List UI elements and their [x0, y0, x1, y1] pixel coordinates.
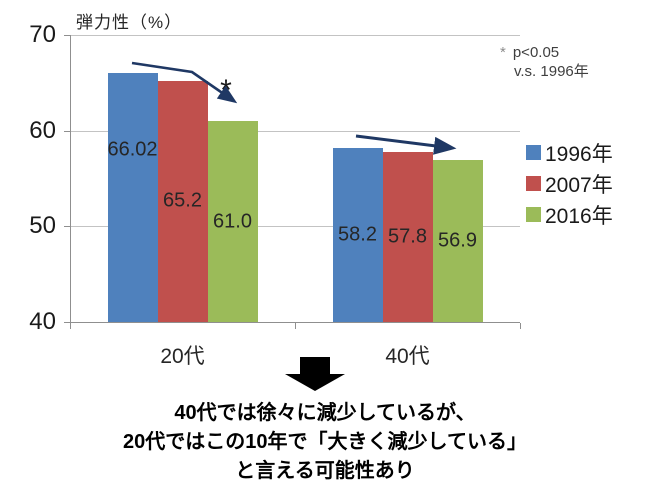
legend-label: 1996年	[545, 142, 613, 166]
caption-line-3: と言える可能性あり	[235, 460, 415, 482]
x-tick	[70, 323, 71, 329]
legend-item-2016: 2016年	[526, 199, 613, 230]
x-tick	[295, 323, 296, 329]
bar-2016-20s	[207, 121, 258, 322]
sig-vs-note: v.s. 1996年	[514, 63, 589, 80]
gridline-50	[70, 226, 520, 227]
sig-note: * p<0.05	[500, 44, 559, 61]
value-label: 66.02	[107, 138, 158, 161]
value-label: 56.9	[438, 229, 477, 252]
value-label: 58.2	[338, 223, 377, 246]
y-axis-line	[70, 35, 71, 328]
legend-label: 2007年	[545, 173, 613, 197]
legend-swatch-icon	[526, 176, 541, 191]
chart-title: 弾力性（%）	[76, 13, 183, 32]
caption-line-1: 40代では徐々に減少しているが、	[174, 402, 476, 424]
value-label: 61.0	[213, 210, 252, 233]
x-axis-label-40s: 40代	[385, 345, 430, 368]
legend-swatch-icon	[526, 145, 541, 160]
legend-label: 2016年	[545, 204, 613, 228]
legend-item-2007: 2007年	[526, 168, 613, 199]
gridline-60	[70, 131, 520, 132]
bar-2007-40s	[382, 151, 433, 322]
caption-line-2: 20代ではこの10年で「大きく減少している」	[123, 431, 527, 453]
x-axis-label-20s: 20代	[160, 345, 205, 368]
y-tick-label: 40	[29, 308, 56, 335]
gridline-70	[70, 35, 520, 36]
bar-2016-40s	[432, 160, 483, 322]
legend: 1996年 2007年 2016年	[526, 137, 613, 230]
legend-swatch-icon	[526, 207, 541, 222]
y-tick	[64, 131, 70, 132]
value-label: 57.8	[388, 225, 427, 248]
gridline-40	[70, 322, 520, 323]
value-label: 65.2	[163, 189, 202, 212]
legend-item-1996: 1996年	[526, 137, 613, 168]
bar-2007-20s	[157, 80, 208, 322]
x-tick	[520, 323, 521, 329]
y-tick-label: 70	[29, 21, 56, 48]
bar-1996-40s	[332, 147, 383, 322]
bar-1996-20s	[107, 73, 158, 322]
sig-text: p<0.05	[512, 44, 560, 61]
sig-asterisk: *	[500, 44, 506, 61]
y-tick	[64, 35, 70, 36]
caption: 40代では徐々に減少しているが、 20代ではこの10年で「大きく減少している」 …	[0, 399, 650, 486]
y-tick-label: 50	[29, 212, 56, 239]
y-tick-label: 60	[29, 117, 56, 144]
y-tick	[64, 226, 70, 227]
y-tick	[64, 322, 70, 323]
significance-asterisk-marker: *	[220, 74, 232, 107]
